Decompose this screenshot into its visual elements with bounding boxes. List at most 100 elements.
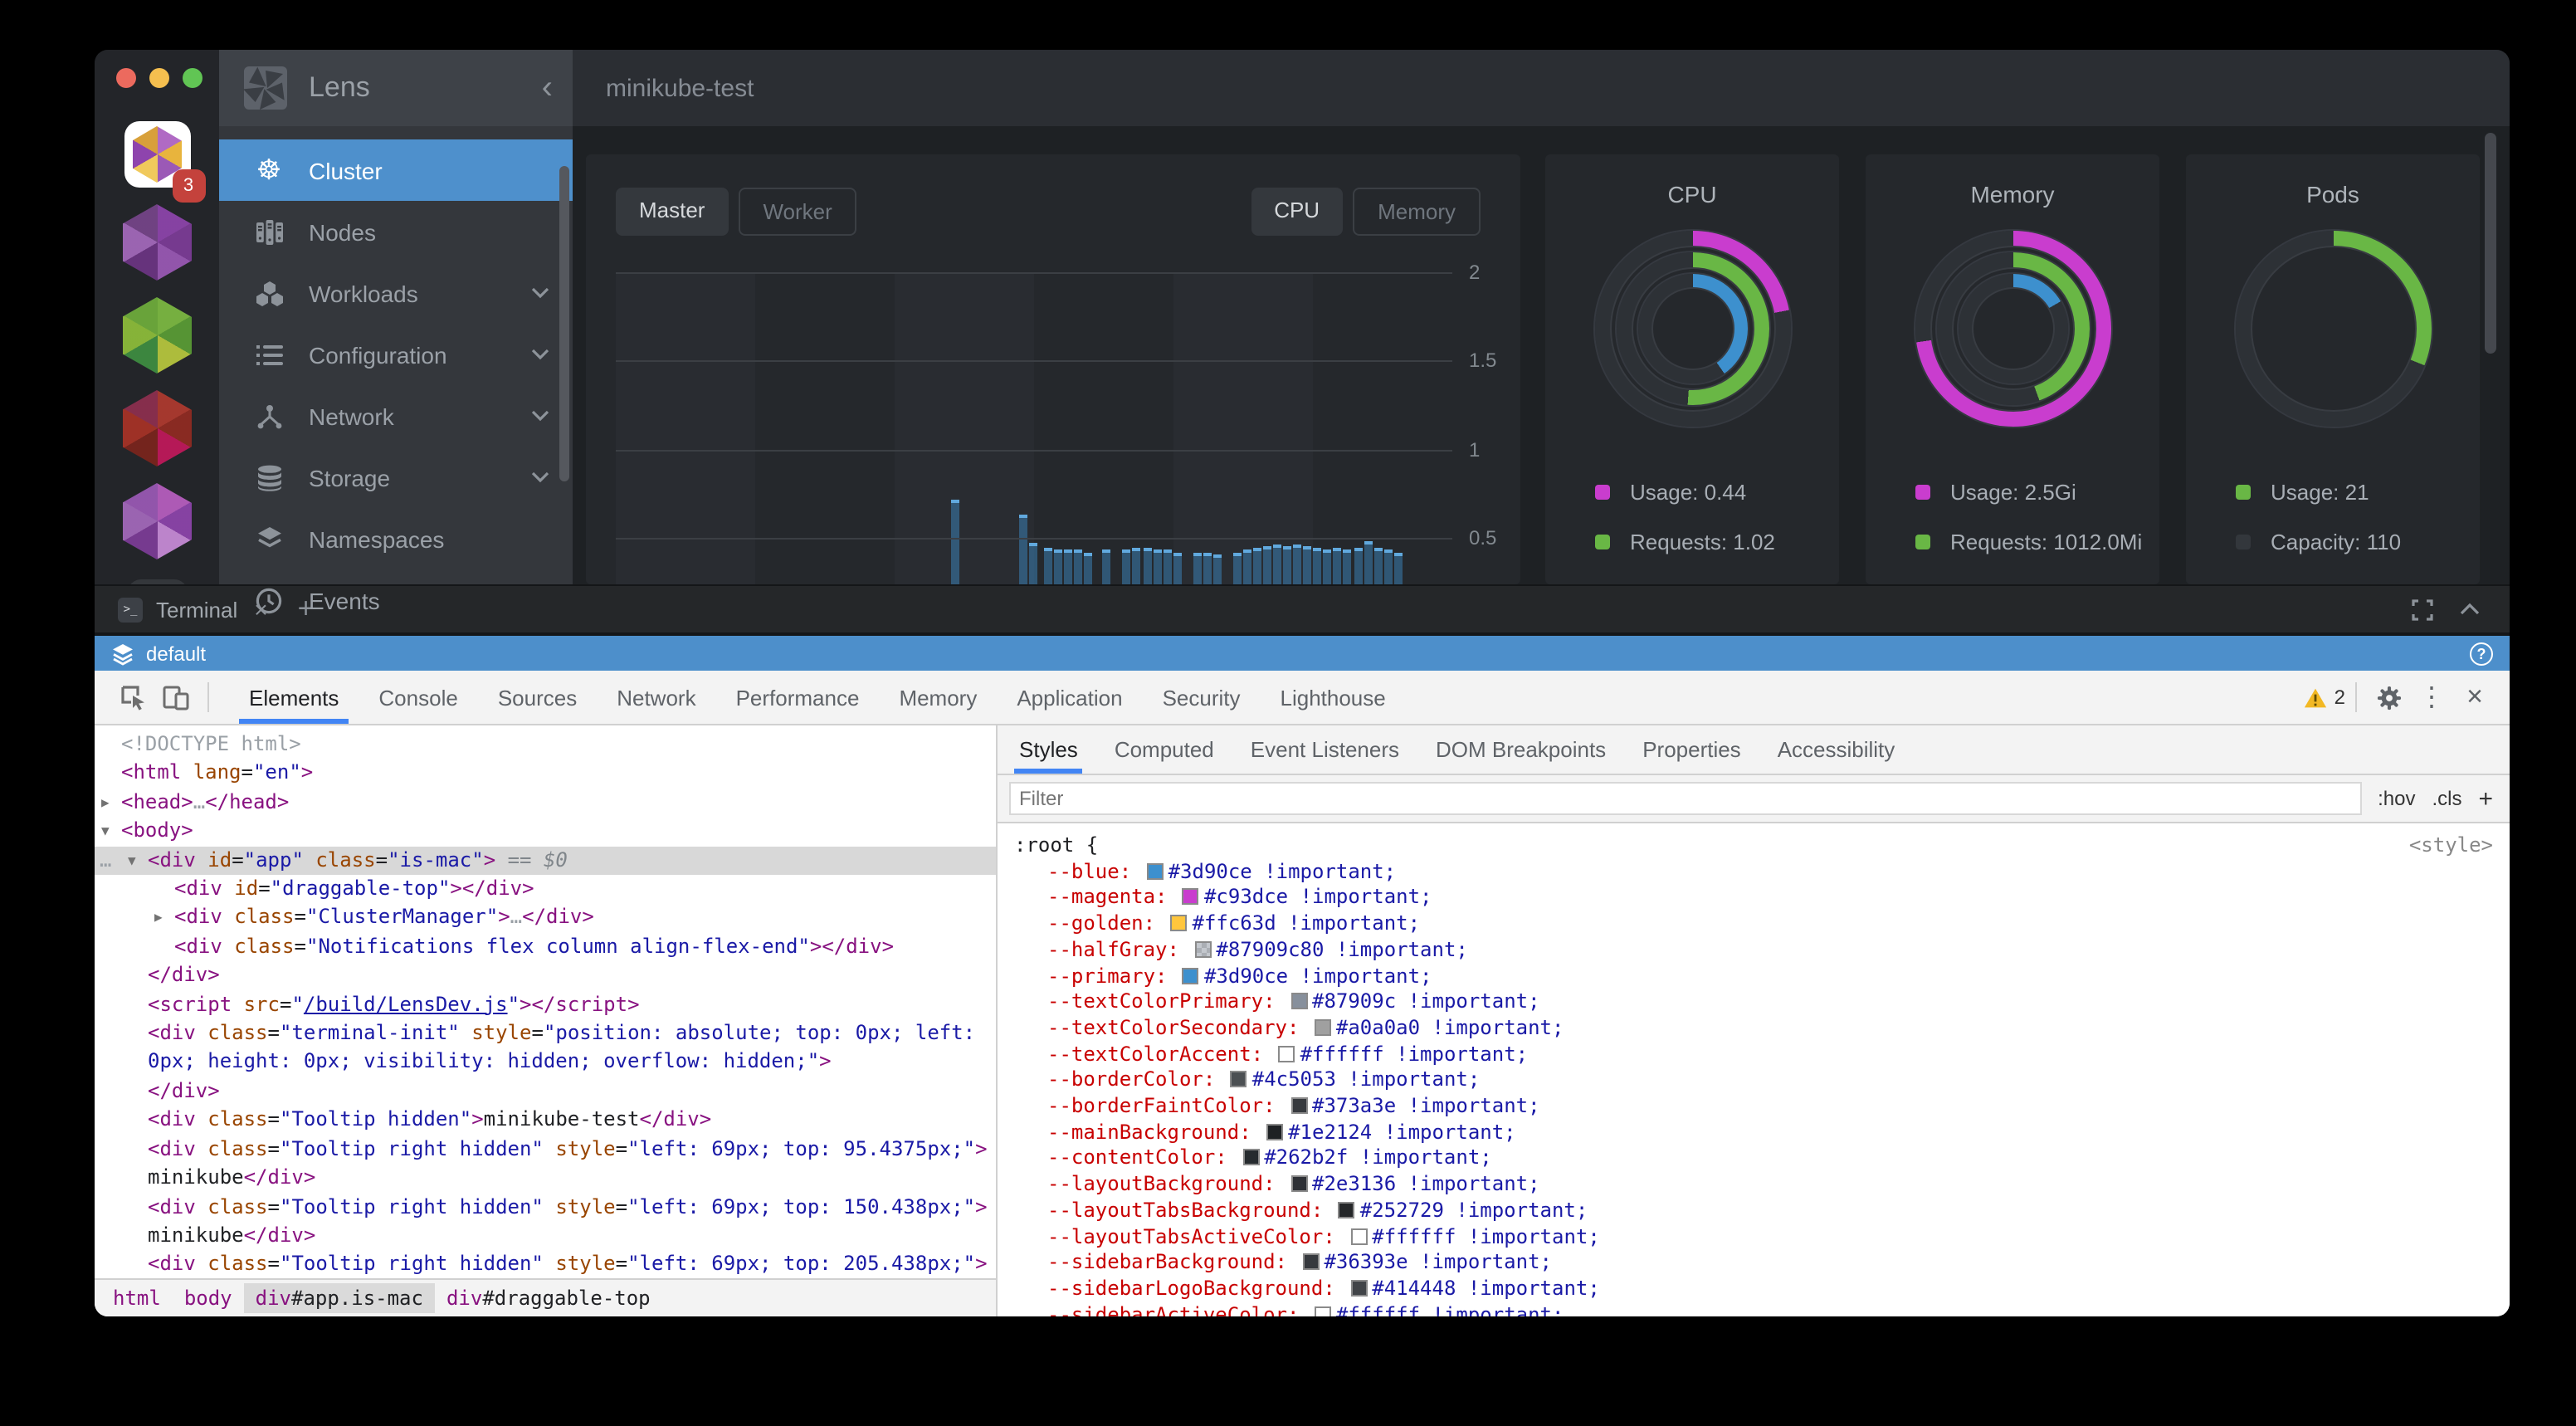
tab-network[interactable]: Network bbox=[617, 685, 696, 710]
dock-fullscreen-icon[interactable] bbox=[2412, 598, 2433, 620]
warning-badge[interactable]: 2 bbox=[2305, 686, 2345, 709]
close-window-button[interactable] bbox=[116, 68, 136, 88]
tab-metric-cpu[interactable]: CPU bbox=[1251, 188, 1344, 236]
dom-tree-line[interactable]: ▶ <div class="ClusterManager">…</div> bbox=[95, 904, 996, 933]
main-scrollbar[interactable] bbox=[2485, 133, 2496, 354]
breadcrumb-divappis-mac[interactable]: div#app.is-mac bbox=[243, 1283, 435, 1313]
twisty-expanded-icon[interactable]: ▼ bbox=[128, 852, 136, 868]
sidebar-item-nodes[interactable]: Nodes bbox=[219, 201, 573, 262]
sidebar-item-namespaces[interactable]: Namespaces bbox=[219, 508, 573, 569]
twisty-collapsed-icon[interactable]: ▶ bbox=[154, 910, 163, 925]
dom-tree-line[interactable]: <div class="Tooltip right hidden" style=… bbox=[95, 1251, 996, 1278]
tab-memory[interactable]: Memory bbox=[899, 685, 978, 710]
terminal-tab[interactable]: Terminal bbox=[156, 597, 238, 622]
dock-collapse-icon[interactable] bbox=[2460, 603, 2480, 616]
dom-tree-line[interactable]: <script src="/build/LensDev.js"></script… bbox=[95, 990, 996, 1019]
subtab-event-listeners[interactable]: Event Listeners bbox=[1250, 737, 1399, 762]
color-swatch[interactable] bbox=[1350, 1228, 1368, 1245]
css-variable-row[interactable]: --layoutTabsActiveColor: #ffffff !import… bbox=[1014, 1224, 2510, 1250]
cluster-icon-3[interactable] bbox=[119, 297, 195, 374]
sidebar-item-network[interactable]: Network bbox=[219, 385, 573, 447]
breadcrumb-body[interactable]: body bbox=[183, 1287, 232, 1310]
sidebar-item-workloads[interactable]: Workloads bbox=[219, 262, 573, 324]
dom-tree-line[interactable]: <div id="draggable-top"></div> bbox=[95, 875, 996, 904]
tab-metric-memory[interactable]: Memory bbox=[1353, 188, 1481, 236]
tab-elements[interactable]: Elements bbox=[229, 671, 359, 724]
color-swatch[interactable] bbox=[1302, 1253, 1320, 1271]
color-swatch[interactable] bbox=[1290, 1097, 1307, 1115]
tab-console[interactable]: Console bbox=[378, 685, 458, 710]
devtools-close-icon[interactable]: × bbox=[2466, 681, 2483, 712]
color-swatch[interactable] bbox=[1146, 862, 1164, 880]
dom-tree-line[interactable]: <div class="Tooltip right hidden" style=… bbox=[95, 1193, 996, 1251]
devtools-menu-icon[interactable]: ⋮ bbox=[2418, 684, 2445, 712]
css-variable-row[interactable]: --textColorSecondary: #a0a0a0 !important… bbox=[1014, 1016, 2510, 1042]
css-variable-row[interactable]: --magenta: #c93dce !important; bbox=[1014, 886, 2510, 911]
color-swatch[interactable] bbox=[1314, 1306, 1331, 1316]
sidebar-item-configuration[interactable]: Configuration bbox=[219, 324, 573, 385]
dom-tree-line[interactable]: <!DOCTYPE html> bbox=[95, 730, 996, 759]
color-swatch[interactable] bbox=[1314, 1018, 1331, 1036]
tab-application[interactable]: Application bbox=[1017, 685, 1123, 710]
dom-tree-line[interactable]: ▼ <body> bbox=[95, 817, 996, 846]
subtab-computed[interactable]: Computed bbox=[1114, 737, 1214, 762]
cluster-icon-5[interactable] bbox=[119, 483, 195, 559]
dom-tree-line[interactable]: ▶ <head>…</head> bbox=[95, 789, 996, 818]
css-variable-row[interactable]: --sidebarLogoBackground: #414448 !import… bbox=[1014, 1277, 2510, 1302]
css-variable-row[interactable]: --sidebarActiveColor: #ffffff !important… bbox=[1014, 1302, 2510, 1316]
dom-tree-line[interactable]: … ▼ <div id="app" class="is-mac"> == $0 bbox=[95, 846, 996, 876]
breadcrumb-divdraggable-top[interactable]: div#draggable-top bbox=[446, 1287, 651, 1310]
css-variable-row[interactable]: --textColorPrimary: #87909c !important; bbox=[1014, 989, 2510, 1015]
color-swatch[interactable] bbox=[1290, 1175, 1307, 1193]
cluster-icon-1[interactable]: 3 bbox=[124, 121, 205, 203]
twisty-expanded-icon[interactable]: ▼ bbox=[101, 823, 110, 839]
tab-security[interactable]: Security bbox=[1162, 685, 1241, 710]
rule-selector[interactable]: :root { bbox=[1014, 833, 1099, 857]
tab-sources[interactable]: Sources bbox=[497, 685, 578, 710]
css-variable-row[interactable]: --borderFaintColor: #373a3e !important; bbox=[1014, 1094, 2510, 1120]
color-swatch[interactable] bbox=[1182, 967, 1199, 984]
color-swatch[interactable] bbox=[1278, 1045, 1295, 1062]
color-swatch[interactable] bbox=[1290, 993, 1307, 1010]
panel-divider[interactable] bbox=[996, 725, 998, 1316]
inspect-element-icon[interactable] bbox=[111, 676, 154, 719]
dom-tree-line[interactable]: <div class="Tooltip hidden">minikube-tes… bbox=[95, 1106, 996, 1135]
tab-node-worker[interactable]: Worker bbox=[738, 188, 857, 236]
terminal-add-icon[interactable]: + bbox=[297, 593, 315, 624]
tab-performance[interactable]: Performance bbox=[735, 685, 860, 710]
tab-lighthouse[interactable]: Lighthouse bbox=[1280, 685, 1386, 710]
sidebar-collapse-icon[interactable]: ‹ bbox=[541, 70, 553, 106]
dom-tree-line[interactable]: <div class="terminal-init" style="positi… bbox=[95, 1019, 996, 1077]
sidebar-item-cluster[interactable]: ☸ Cluster bbox=[219, 139, 573, 201]
toggle-hover-state[interactable]: :hov bbox=[2378, 787, 2416, 810]
sidebar-scrollbar[interactable] bbox=[559, 166, 569, 481]
dom-tree-line[interactable]: <div class="Notifications flex column al… bbox=[95, 933, 996, 962]
toggle-classes[interactable]: .cls bbox=[2432, 787, 2462, 810]
twisty-collapsed-icon[interactable]: ▶ bbox=[101, 794, 110, 810]
css-variable-row[interactable]: --layoutTabsBackground: #252729 !importa… bbox=[1014, 1199, 2510, 1224]
css-variable-row[interactable]: --borderColor: #4c5053 !important; bbox=[1014, 1068, 2510, 1094]
breadcrumb-html[interactable]: html bbox=[113, 1287, 161, 1310]
device-toolbar-icon[interactable] bbox=[154, 676, 198, 719]
color-swatch[interactable] bbox=[1242, 1149, 1260, 1166]
subtab-accessibility[interactable]: Accessibility bbox=[1777, 737, 1895, 762]
namespace-label[interactable]: default bbox=[146, 642, 207, 665]
color-swatch[interactable] bbox=[1182, 888, 1199, 906]
css-variable-row[interactable]: --sidebarBackground: #36393e !important; bbox=[1014, 1251, 2510, 1277]
color-swatch[interactable] bbox=[1230, 1071, 1247, 1088]
css-variable-row[interactable]: --halfGray: #87909c80 !important; bbox=[1014, 938, 2510, 964]
dom-tree-line[interactable]: </div> bbox=[95, 1077, 996, 1106]
sidebar-item-storage[interactable]: Storage bbox=[219, 447, 573, 508]
color-swatch[interactable] bbox=[1350, 1279, 1368, 1297]
color-swatch[interactable] bbox=[1266, 1123, 1284, 1140]
sidebar-item-events[interactable]: Events bbox=[219, 569, 573, 631]
cluster-icon-4[interactable] bbox=[119, 390, 195, 466]
minimize-window-button[interactable] bbox=[149, 68, 169, 88]
css-variable-row[interactable]: --golden: #ffc63d !important; bbox=[1014, 911, 2510, 937]
css-variable-row[interactable]: --mainBackground: #1e2124 !important; bbox=[1014, 1120, 2510, 1145]
color-swatch[interactable] bbox=[1170, 915, 1188, 932]
color-swatch[interactable] bbox=[1194, 940, 1212, 958]
subtab-dom-breakpoints[interactable]: DOM Breakpoints bbox=[1436, 737, 1607, 762]
subtab-styles[interactable]: Styles bbox=[1001, 725, 1096, 774]
tab-node-master[interactable]: Master bbox=[616, 188, 729, 236]
